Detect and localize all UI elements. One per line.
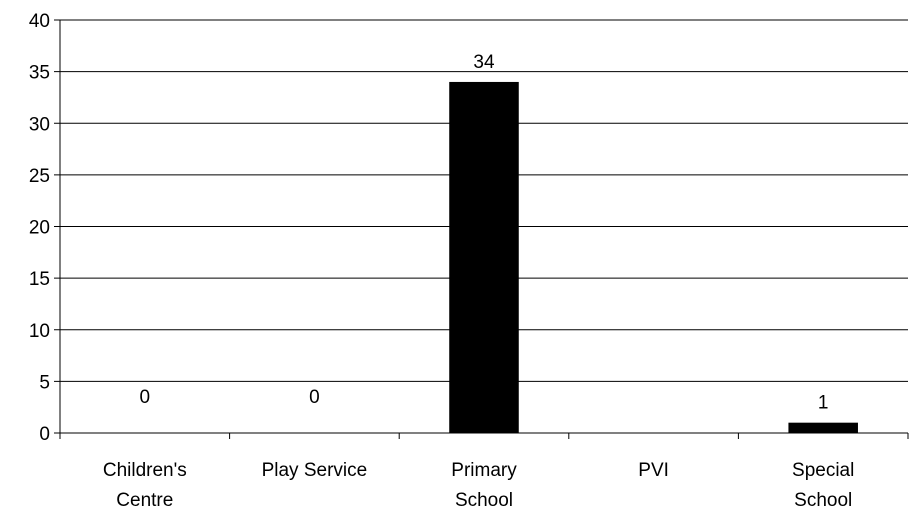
- y-tick-label: 30: [29, 114, 50, 135]
- bar: [788, 422, 858, 433]
- data-label: 34: [473, 52, 495, 73]
- data-label: 0: [309, 387, 320, 408]
- bar: [449, 81, 519, 433]
- bars: [449, 81, 858, 433]
- data-label: 1: [818, 393, 829, 414]
- x-category-label: School: [455, 490, 513, 511]
- x-category-label: Play Service: [262, 460, 368, 481]
- x-category-label: Special: [792, 460, 854, 481]
- x-category-label: School: [794, 490, 852, 511]
- x-category-label: Centre: [116, 490, 173, 511]
- y-tick-label: 15: [29, 269, 50, 290]
- y-tick-label: 40: [29, 11, 50, 32]
- x-category-label: Primary: [451, 460, 517, 481]
- data-label: 0: [140, 387, 151, 408]
- y-tick-label: 35: [29, 63, 50, 84]
- y-tick-label: 20: [29, 218, 50, 239]
- x-category-label: PVI: [638, 460, 669, 481]
- y-tick-label: 10: [29, 321, 50, 342]
- x-category-label: Children's: [103, 460, 187, 481]
- y-tick-label: 0: [39, 424, 50, 445]
- y-tick-label: 25: [29, 166, 50, 187]
- labels: 0 5 10 15 20 25 30 35 40 0 Children's Centre 0 Play S…: [29, 11, 855, 511]
- y-tick-label: 5: [39, 372, 50, 393]
